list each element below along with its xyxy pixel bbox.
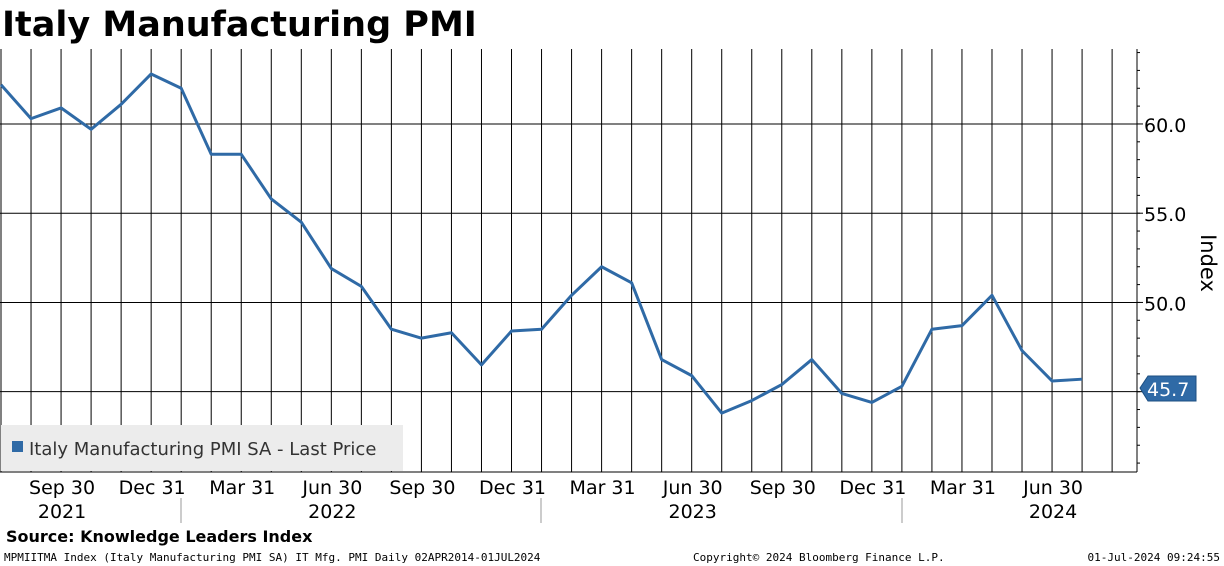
legend-swatch	[12, 441, 23, 452]
y-axis-label: Index	[1196, 234, 1220, 292]
x-tick-label: Sep 30	[389, 477, 455, 499]
x-tick-label: Dec 31	[119, 477, 186, 499]
source-note: Source: Knowledge Leaders Index	[6, 527, 313, 546]
x-tick-label: Mar 31	[570, 477, 636, 499]
last-price-badge: 45.7	[1139, 375, 1197, 402]
series	[0, 72, 1083, 415]
x-tick-label: Sep 30	[750, 477, 816, 499]
x-year-label: 2023	[669, 501, 717, 523]
x-year-label: 2024	[1029, 501, 1077, 523]
legend: Italy Manufacturing PMI SA - Last Price	[1, 425, 403, 471]
x-tick-label: Jun 30	[662, 477, 723, 499]
last-price-label: 45.7	[1147, 379, 1189, 401]
x-tick-label: Sep 30	[29, 477, 95, 499]
x-year-label: 2021	[38, 501, 86, 523]
x-year-label: 2022	[308, 501, 356, 523]
footer-left: MPMIITMA Index (Italy Manufacturing PMI …	[4, 551, 541, 564]
x-tick-label: Mar 31	[209, 477, 275, 499]
x-tick-label: Mar 31	[930, 477, 996, 499]
x-tick-label: Jun 30	[301, 477, 362, 499]
x-tick-label: Dec 31	[839, 477, 906, 499]
chart-title: Italy Manufacturing PMI	[2, 5, 477, 45]
footer-right: 01-Jul-2024 09:24:55	[1088, 551, 1220, 564]
legend-label: Italy Manufacturing PMI SA - Last Price	[29, 439, 376, 460]
footer-center: Copyright© 2024 Bloomberg Finance L.P.	[693, 551, 945, 564]
legend-background	[1, 425, 403, 471]
series-line	[0, 72, 1083, 415]
x-tick-label: Jun 30	[1022, 477, 1083, 499]
x-tick-label: Dec 31	[479, 477, 546, 499]
y-tick-label: 60.0	[1144, 115, 1186, 137]
grid	[0, 49, 1137, 472]
y-tick-label: 55.0	[1144, 204, 1186, 226]
y-tick-label: 50.0	[1144, 293, 1186, 315]
